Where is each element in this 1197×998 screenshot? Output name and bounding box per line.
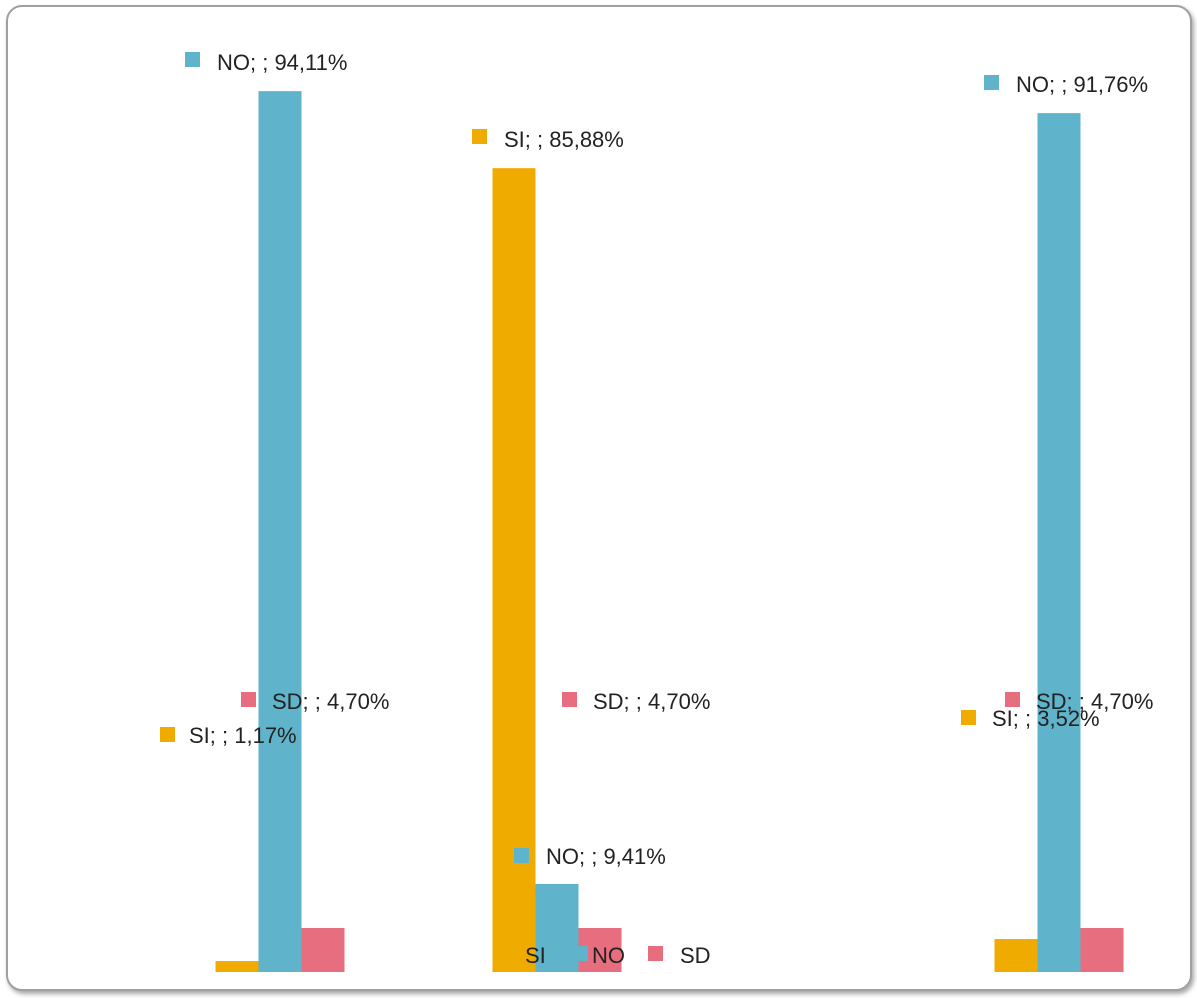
data-label-marker <box>472 129 487 144</box>
data-label-sd-1: SD; ; 4,70% <box>272 689 389 714</box>
data-label-si-2: SI; ; 85,88% <box>504 127 624 152</box>
bar-si-1 <box>216 961 259 972</box>
legend-marker-si <box>498 946 513 961</box>
data-label-marker <box>1005 692 1020 707</box>
data-label-no-2: NO; ; 9,41% <box>546 844 666 869</box>
legend: SI NO SD <box>498 943 711 968</box>
data-label-no-3: NO; ; 91,76% <box>1016 72 1148 97</box>
data-label-marker <box>562 692 577 707</box>
legend-label-no: NO <box>592 943 625 968</box>
bar-no-1 <box>259 91 302 972</box>
bar-si-3 <box>995 939 1038 972</box>
data-labels: SI; ; 1,17%SI; ; 85,88%SI; ; 3,52%NO; ; … <box>160 50 1153 869</box>
data-label-si-1: SI; ; 1,17% <box>189 723 297 748</box>
bar-no-3 <box>1038 113 1081 972</box>
bar-sd-1 <box>302 928 345 972</box>
legend-label-sd: SD <box>680 943 711 968</box>
data-label-sd-3: SD; ; 4,70% <box>1036 689 1153 714</box>
bar-sd-3 <box>1081 928 1124 972</box>
data-label-marker <box>160 727 175 742</box>
data-label-marker <box>514 848 529 863</box>
data-label-no-1: NO; ; 94,11% <box>217 50 347 75</box>
bars <box>216 91 1124 972</box>
data-label-marker <box>185 52 200 67</box>
data-label-marker <box>241 692 256 707</box>
data-label-marker <box>984 75 999 90</box>
data-label-sd-2: SD; ; 4,70% <box>593 689 710 714</box>
legend-marker-no <box>573 946 588 961</box>
legend-marker-sd <box>648 946 663 961</box>
legend-label-si: SI <box>525 943 546 968</box>
data-label-marker <box>961 710 976 725</box>
